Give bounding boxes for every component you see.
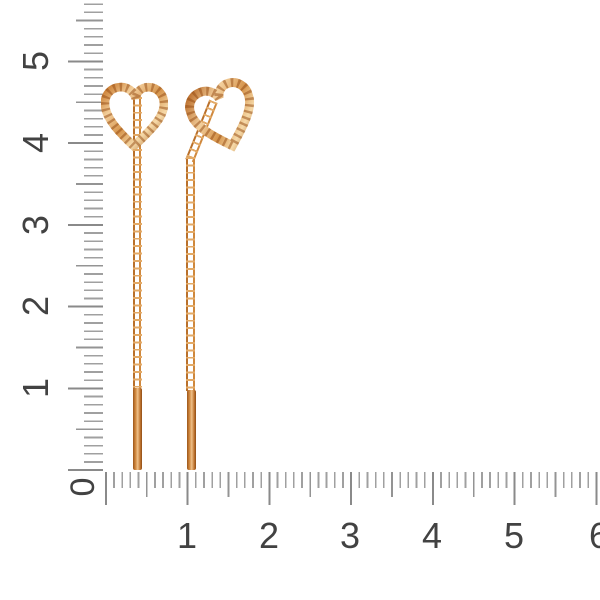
horizontal-ruler-label-5: 5 [503,515,525,556]
left-earring-inner-chain [132,97,142,151]
horizontal-ruler-label-1: 1 [176,515,198,556]
right-earring-heart-pendant [185,78,255,152]
right-earring-threader-bar [187,390,196,470]
right-earring-chain [186,157,195,391]
left-earring-threader-bar [133,388,142,470]
horizontal-ruler-label-3: 3 [339,515,361,556]
horizontal-ruler-major-ticks [104,471,600,505]
horizontal-ruler-label-4: 4 [421,515,443,556]
ruler-origin-label: 0 [63,477,102,497]
vertical-ruler-label-1: 1 [15,377,56,399]
vertical-ruler-label-3: 3 [15,214,56,236]
horizontal-ruler-label-6: 6 [588,515,600,556]
left-earring-chain [132,149,142,389]
left-earring-heart-pendant [101,82,168,152]
vertical-ruler-label-5: 5 [15,50,56,72]
vertical-ruler-label-4: 4 [15,132,56,154]
vertical-ruler-major-ticks [68,3,103,471]
horizontal-ruler-label-2: 2 [258,515,280,556]
vertical-ruler-label-2: 2 [15,295,56,317]
